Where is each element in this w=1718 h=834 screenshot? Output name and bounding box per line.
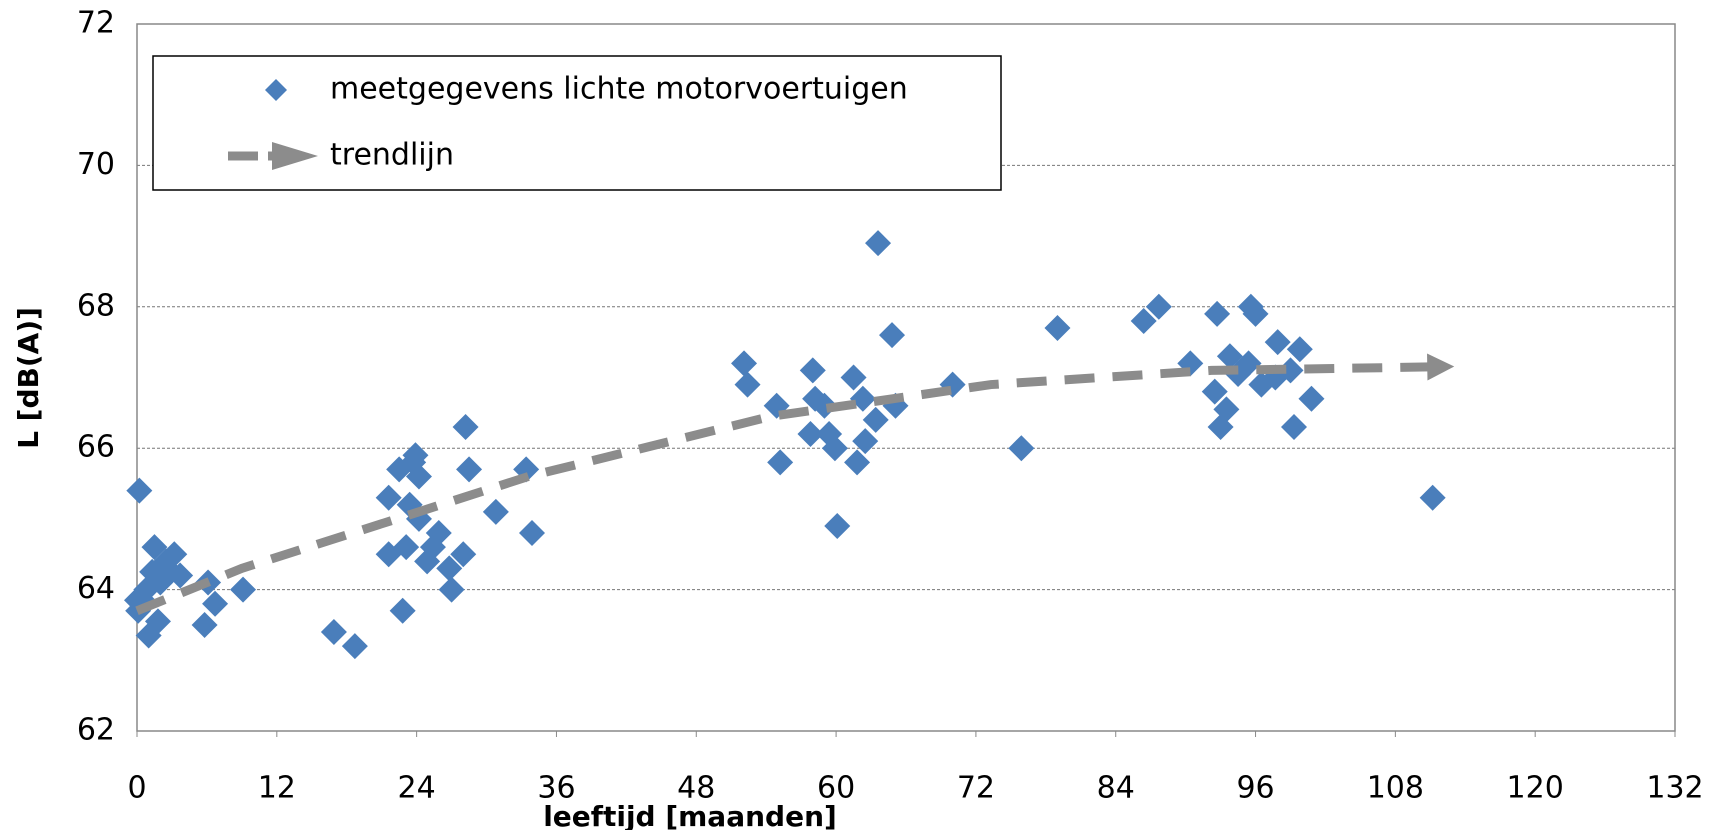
data-point bbox=[1264, 329, 1291, 356]
data-point bbox=[450, 541, 477, 568]
y-axis-label: L [dB(A)] bbox=[12, 307, 45, 449]
data-point bbox=[1286, 336, 1313, 363]
data-point bbox=[144, 608, 171, 635]
data-point bbox=[865, 230, 892, 257]
y-tick-label: 72 bbox=[77, 6, 115, 41]
data-point bbox=[767, 449, 794, 476]
data-point bbox=[456, 456, 483, 483]
data-point bbox=[126, 477, 153, 504]
data-point bbox=[1242, 300, 1269, 327]
legend-box bbox=[152, 55, 1002, 191]
data-point bbox=[1145, 293, 1172, 320]
x-tick-label: 96 bbox=[1236, 771, 1274, 806]
x-tick-label: 24 bbox=[398, 771, 436, 806]
data-point bbox=[161, 541, 188, 568]
data-point bbox=[799, 357, 826, 384]
data-point bbox=[731, 350, 758, 377]
x-tick-label: 84 bbox=[1097, 771, 1135, 806]
data-point bbox=[1298, 385, 1325, 412]
y-tick-label: 70 bbox=[77, 147, 115, 182]
data-point bbox=[734, 371, 761, 398]
data-point bbox=[811, 392, 838, 419]
data-point bbox=[824, 512, 851, 539]
data-point bbox=[1277, 357, 1304, 384]
data-point bbox=[320, 619, 347, 646]
data-point bbox=[849, 385, 876, 412]
data-point bbox=[389, 597, 416, 624]
y-tick-label: 64 bbox=[77, 571, 115, 606]
data-point bbox=[452, 413, 479, 440]
data-point bbox=[438, 576, 465, 603]
x-tick-label: 108 bbox=[1367, 771, 1424, 806]
data-point bbox=[375, 484, 402, 511]
data-point bbox=[202, 590, 229, 617]
data-point bbox=[518, 520, 545, 547]
data-point bbox=[230, 576, 257, 603]
data-point bbox=[1201, 378, 1228, 405]
data-point bbox=[1204, 300, 1231, 327]
x-axis-label: leeftijd [maanden] bbox=[543, 800, 837, 830]
x-tick-label: 12 bbox=[258, 771, 296, 806]
data-point bbox=[1419, 484, 1446, 511]
x-tick-label: 0 bbox=[127, 771, 146, 806]
legend-label: meetgegevens lichte motorvoertuigen bbox=[330, 72, 908, 107]
x-tick-label: 60 bbox=[817, 771, 855, 806]
data-point bbox=[1130, 307, 1157, 334]
y-tick-label: 62 bbox=[77, 713, 115, 748]
x-tick-label: 120 bbox=[1507, 771, 1564, 806]
data-point bbox=[405, 463, 432, 490]
legend-label: trendlijn bbox=[330, 138, 454, 173]
data-point bbox=[862, 406, 889, 433]
data-point bbox=[821, 435, 848, 462]
data-point bbox=[844, 449, 871, 476]
trend-line bbox=[135, 353, 1455, 615]
data-point bbox=[133, 576, 160, 603]
y-tick-label: 68 bbox=[77, 288, 115, 323]
data-point bbox=[852, 428, 879, 455]
data-point bbox=[393, 534, 420, 561]
data-point bbox=[797, 421, 824, 448]
x-tick-label: 36 bbox=[537, 771, 575, 806]
data-point bbox=[1008, 435, 1035, 462]
data-point bbox=[167, 562, 194, 589]
legend-arrow bbox=[272, 142, 318, 170]
x-tick-label: 48 bbox=[677, 771, 715, 806]
data-point bbox=[425, 520, 452, 547]
data-point bbox=[840, 364, 867, 391]
data-point bbox=[1044, 315, 1071, 342]
data-point bbox=[1235, 350, 1262, 377]
y-tick-label: 66 bbox=[77, 430, 115, 465]
plot-frame bbox=[136, 23, 1676, 732]
data-point bbox=[1213, 396, 1240, 423]
data-point bbox=[436, 555, 463, 582]
data-point bbox=[402, 442, 429, 469]
legend-marker bbox=[265, 79, 287, 101]
data-point bbox=[191, 611, 218, 638]
data-point bbox=[879, 322, 906, 349]
x-tick-label: 132 bbox=[1646, 771, 1703, 806]
data-point bbox=[482, 498, 509, 525]
x-tick-label: 72 bbox=[957, 771, 995, 806]
data-point bbox=[1280, 413, 1307, 440]
data-point bbox=[341, 633, 368, 660]
